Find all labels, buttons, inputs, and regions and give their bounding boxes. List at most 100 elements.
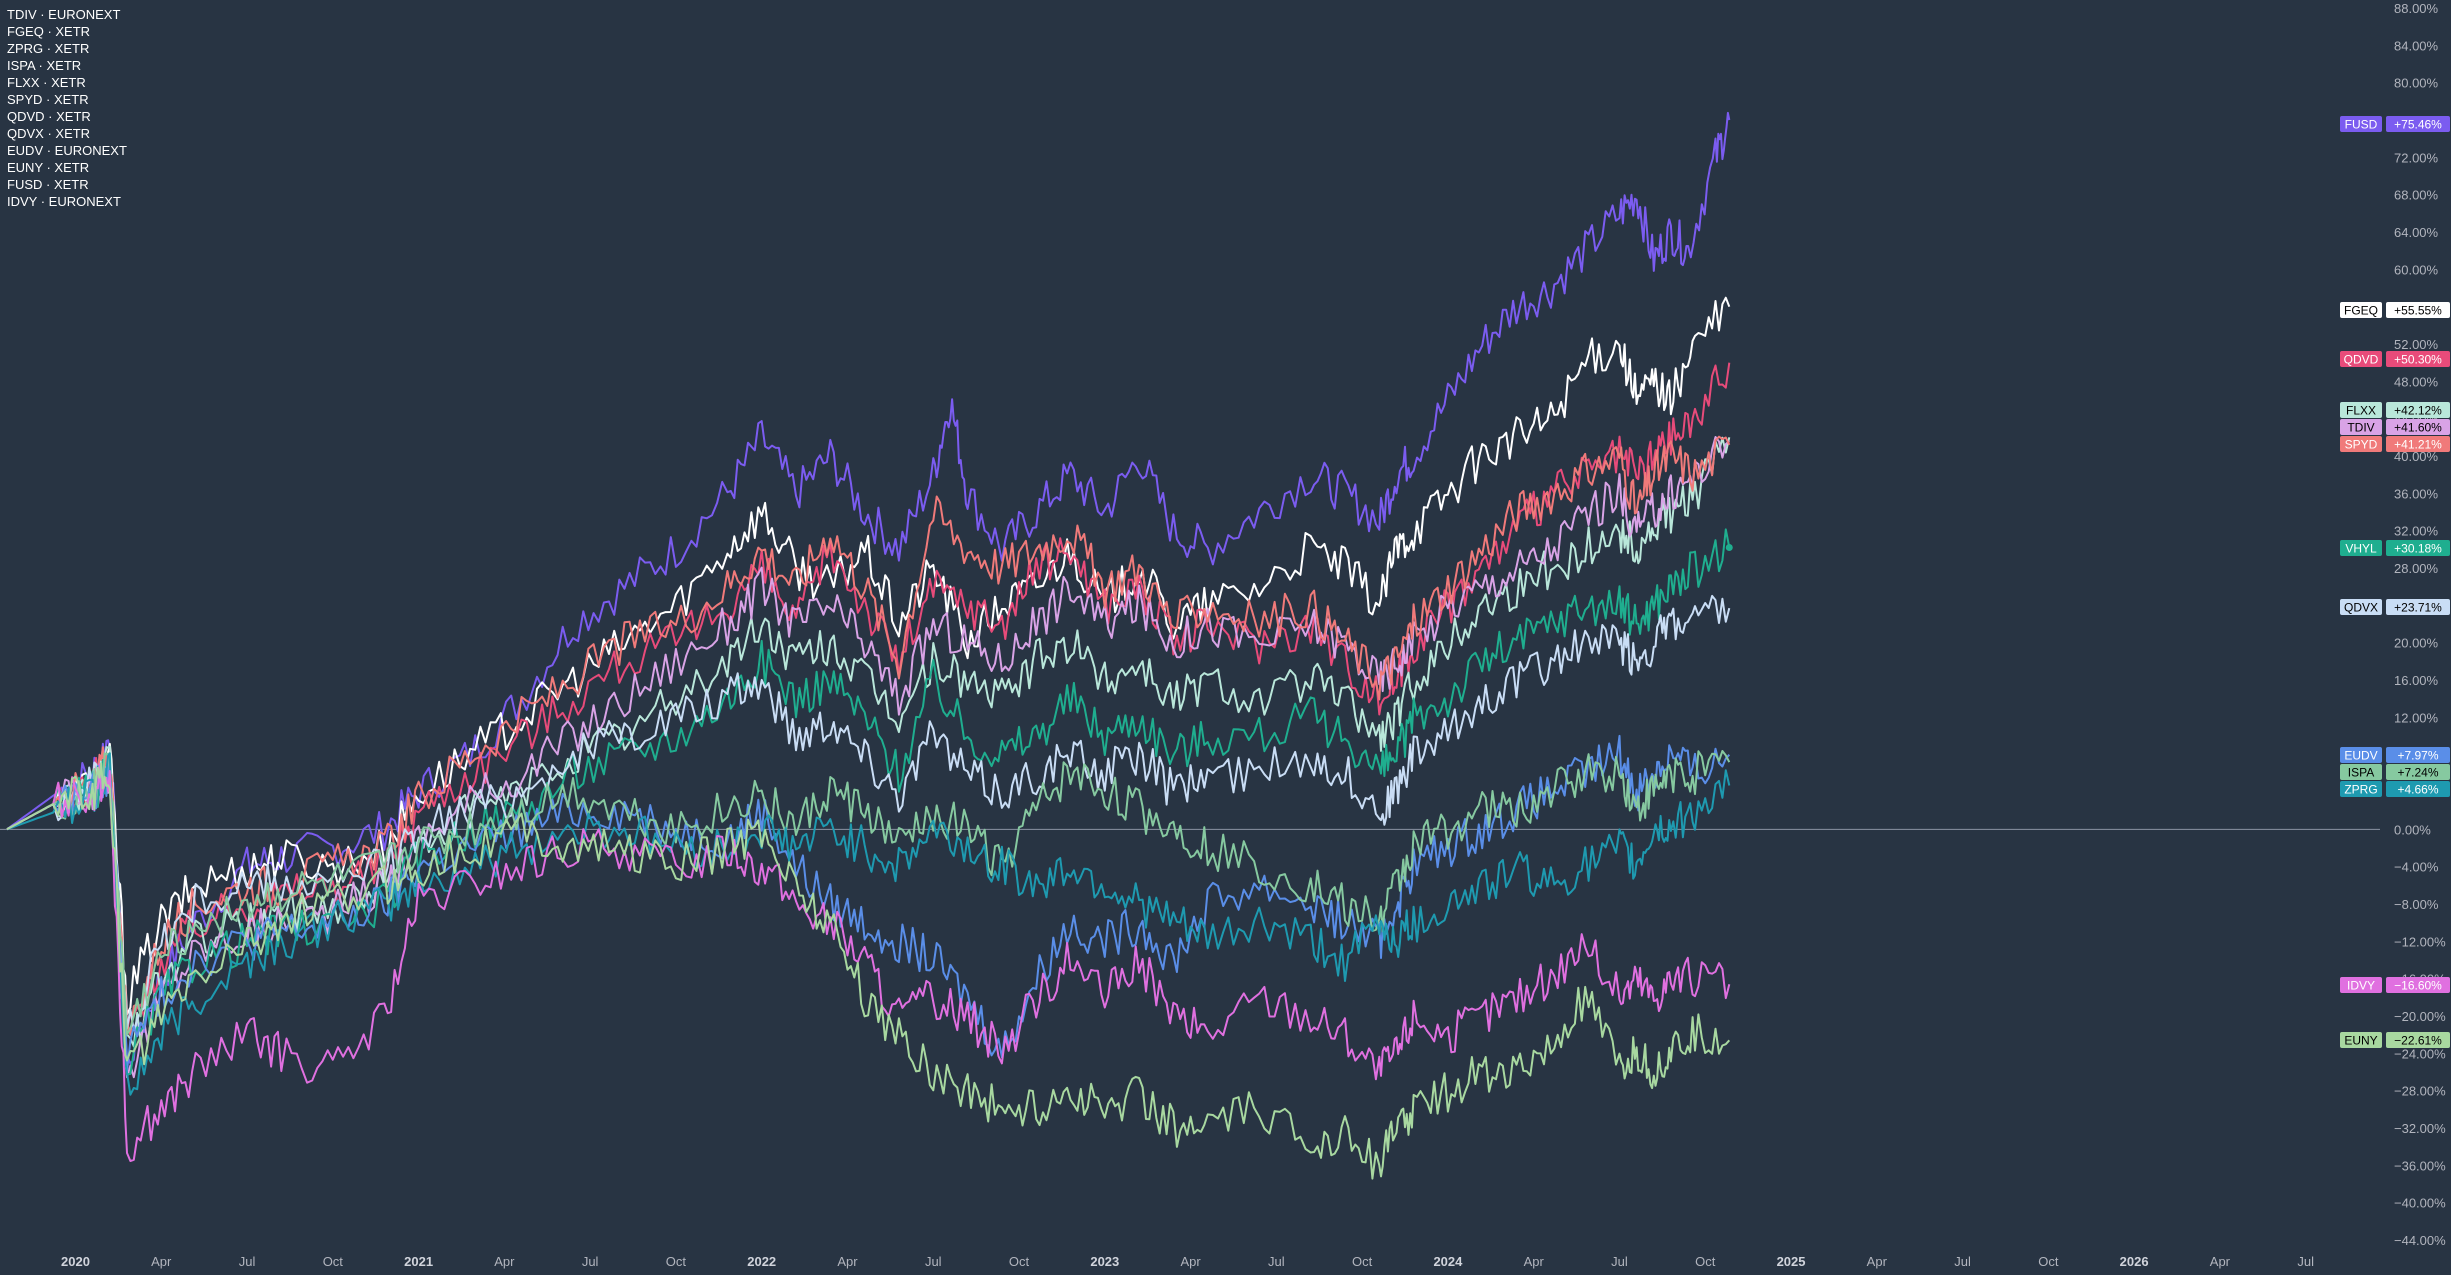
y-axis[interactable]: 88.00%84.00%80.00%76.00%72.00%68.00%64.0… <box>2394 1 2446 1248</box>
legend-item[interactable]: EUDV · EURONEXT <box>7 143 127 158</box>
tag-symbol: SPYD <box>2345 438 2378 452</box>
price-tag-tdiv: TDIV +41.60% <box>2340 419 2450 435</box>
series-line-idvy[interactable] <box>6 763 1731 1162</box>
x-tick-label: Jul <box>582 1254 599 1269</box>
y-tick-label: −40.00% <box>2394 1196 2446 1211</box>
y-tick-label: 28.00% <box>2394 561 2439 576</box>
x-tick-label: Apr <box>837 1254 858 1269</box>
series-line-fgeq[interactable] <box>6 296 1731 1016</box>
tag-symbol-bg <box>2340 1032 2382 1048</box>
tag-symbol-bg <box>2340 540 2382 556</box>
x-tick-label: 2023 <box>1090 1254 1119 1269</box>
series-line-euny[interactable] <box>6 762 1731 1180</box>
x-tick-label: Oct <box>666 1254 687 1269</box>
price-tag-eudv: EUDV +7.97% <box>2340 747 2450 763</box>
y-tick-label: 16.00% <box>2394 673 2439 688</box>
x-tick-label: Oct <box>1695 1254 1716 1269</box>
tag-symbol-bg <box>2340 977 2382 993</box>
legend-item[interactable]: EUNY · XETR <box>7 160 90 175</box>
x-tick-label: 2025 <box>1777 1254 1806 1269</box>
y-tick-label: 72.00% <box>2394 150 2439 165</box>
y-tick-label: 60.00% <box>2394 262 2439 277</box>
series-lines <box>6 111 1733 1180</box>
x-tick-label: Oct <box>323 1254 344 1269</box>
tag-symbol-bg <box>2340 747 2382 763</box>
legend-item[interactable]: IDVY · EURONEXT <box>7 194 121 209</box>
y-tick-label: 52.00% <box>2394 337 2439 352</box>
y-tick-label: 0.00% <box>2394 822 2431 837</box>
tag-symbol-bg <box>2340 436 2382 452</box>
y-tick-label: 48.00% <box>2394 374 2439 389</box>
x-tick-label: Apr <box>1867 1254 1888 1269</box>
y-tick-label: 80.00% <box>2394 76 2439 91</box>
tag-value: +55.55% <box>2394 304 2442 318</box>
tag-symbol-bg <box>2340 419 2382 435</box>
tag-value: +41.60% <box>2394 421 2442 435</box>
legend-item[interactable]: FUSD · XETR <box>7 177 89 192</box>
series-line-ispa[interactable] <box>6 750 1731 1036</box>
legend-item[interactable]: SPYD · XETR <box>7 92 89 107</box>
tag-value-bg <box>2386 302 2450 318</box>
tag-value: +30.18% <box>2394 542 2442 556</box>
y-tick-label: −4.00% <box>2394 860 2439 875</box>
tag-value-bg <box>2386 436 2450 452</box>
legend: TDIV · EURONEXT FGEQ · XETR ZPRG · XETR ISP… <box>7 6 127 210</box>
tag-symbol: TDIV <box>2347 421 2374 435</box>
tag-value-bg <box>2386 402 2450 418</box>
y-tick-label: −32.00% <box>2394 1121 2446 1136</box>
y-tick-label: 40.00% <box>2394 449 2439 464</box>
tag-symbol: FLXX <box>2346 404 2376 418</box>
y-tick-label: 20.00% <box>2394 636 2439 651</box>
legend-item[interactable]: ISPA · XETR <box>7 58 82 73</box>
price-tag-spyd: SPYD +41.21% <box>2340 436 2450 452</box>
series-line-zprg[interactable] <box>6 752 1731 1096</box>
price-tag-fusd: FUSD +75.46% <box>2340 116 2450 132</box>
tag-symbol-bg <box>2340 302 2382 318</box>
series-line-tdiv[interactable] <box>6 436 1730 1079</box>
y-tick-label: 36.00% <box>2394 486 2439 501</box>
tag-value: +75.46% <box>2394 118 2442 132</box>
x-tick-label: Jul <box>2297 1254 2314 1269</box>
tag-symbol: QDVX <box>2344 601 2378 615</box>
x-tick-label: Apr <box>2210 1254 2231 1269</box>
tag-value: +7.97% <box>2397 749 2438 763</box>
y-tick-label: −20.00% <box>2394 1009 2446 1024</box>
tag-value-bg <box>2386 599 2450 615</box>
price-tag-qdvd: QDVD +50.30% <box>2340 351 2450 367</box>
tag-value-bg <box>2386 419 2450 435</box>
tag-symbol-bg <box>2340 351 2382 367</box>
tag-value-bg <box>2386 747 2450 763</box>
y-tick-label: 32.00% <box>2394 524 2439 539</box>
price-tag-flxx: FLXX +42.12% <box>2340 402 2450 418</box>
series-line-fusd[interactable] <box>6 111 1731 1065</box>
tag-symbol: VHYL <box>2345 542 2377 556</box>
tag-value-bg <box>2386 540 2450 556</box>
y-tick-label: 68.00% <box>2394 188 2439 203</box>
legend-item[interactable]: TDIV · EURONEXT <box>7 7 121 22</box>
x-tick-label: Jul <box>1954 1254 1971 1269</box>
series-line-qdvx[interactable] <box>6 594 1731 1032</box>
legend-item[interactable]: ZPRG · XETR <box>7 41 90 56</box>
legend-item[interactable]: QDVD · XETR <box>7 109 91 124</box>
legend-item[interactable]: FGEQ · XETR <box>7 24 91 39</box>
price-tag-vhyl: VHYL +30.18% <box>2340 540 2450 556</box>
x-tick-label: Oct <box>1352 1254 1373 1269</box>
tag-value-bg <box>2386 781 2450 797</box>
price-tag-fgeq: FGEQ +55.55% <box>2340 302 2450 318</box>
tag-symbol: IDVY <box>2347 979 2375 993</box>
legend-item[interactable]: FLXX · XETR <box>7 75 86 90</box>
tag-symbol-bg <box>2340 599 2382 615</box>
x-tick-label: Oct <box>2038 1254 2059 1269</box>
legend-item[interactable]: QDVX · XETR <box>7 126 91 141</box>
series-line-eudv[interactable] <box>6 734 1731 1073</box>
x-axis[interactable]: 2020 Apr Jul Oct 2021 Apr Jul Oct 2022 Apr Jul Oct 2… <box>61 1254 2314 1269</box>
tag-value: +50.30% <box>2394 353 2442 367</box>
price-tag-qdvx: QDVX +23.71% <box>2340 599 2450 615</box>
y-tick-label: −28.00% <box>2394 1084 2446 1099</box>
price-tag-euny: EUNY −22.61% <box>2340 1032 2450 1048</box>
y-tick-label: −24.00% <box>2394 1046 2446 1061</box>
series-endpoint-vhyl <box>1725 543 1733 551</box>
x-tick-label: 2022 <box>747 1254 776 1269</box>
x-tick-label: 2020 <box>61 1254 90 1269</box>
